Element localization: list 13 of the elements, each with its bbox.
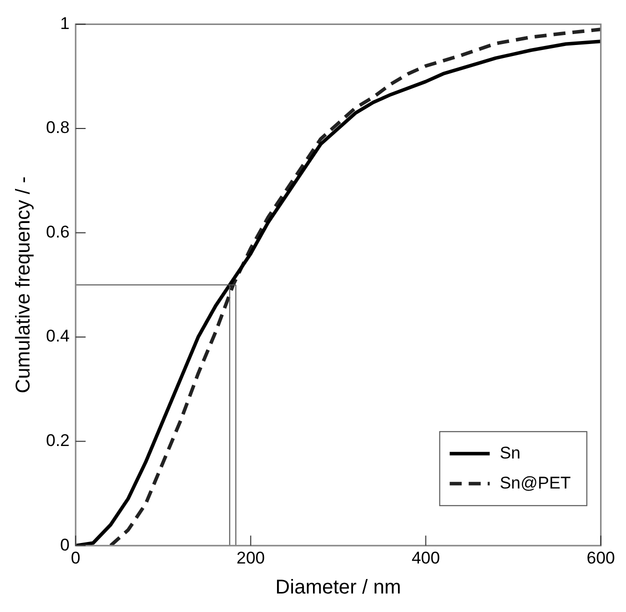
y-tick-label: 0.4 bbox=[46, 326, 70, 346]
x-tick-label: 600 bbox=[586, 548, 616, 568]
y-axis-title: Cumulative frequency / - bbox=[12, 176, 35, 394]
y-tick-label: 0.8 bbox=[46, 118, 70, 138]
y-tick-label: 0 bbox=[60, 535, 70, 554]
y-tick-label: 0.6 bbox=[46, 222, 70, 242]
y-tick-label: 1 bbox=[60, 14, 70, 33]
x-tick-label: 200 bbox=[236, 548, 265, 568]
legend-label: Sn@PET bbox=[500, 473, 571, 492]
y-tick-label: 0.2 bbox=[46, 431, 70, 450]
legend-label: Sn bbox=[500, 443, 520, 462]
x-tick-label: 400 bbox=[412, 548, 440, 568]
x-axis-title: Diameter / nm bbox=[275, 576, 402, 599]
